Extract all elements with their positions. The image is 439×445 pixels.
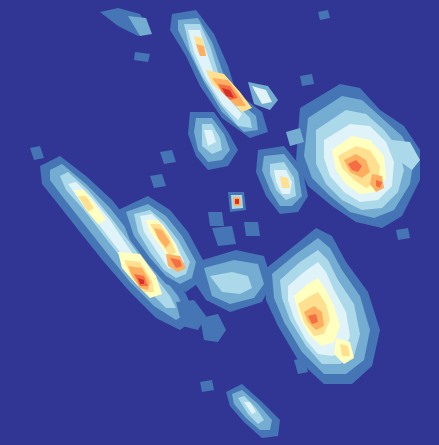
footprint-center-hotspot xyxy=(228,192,246,212)
